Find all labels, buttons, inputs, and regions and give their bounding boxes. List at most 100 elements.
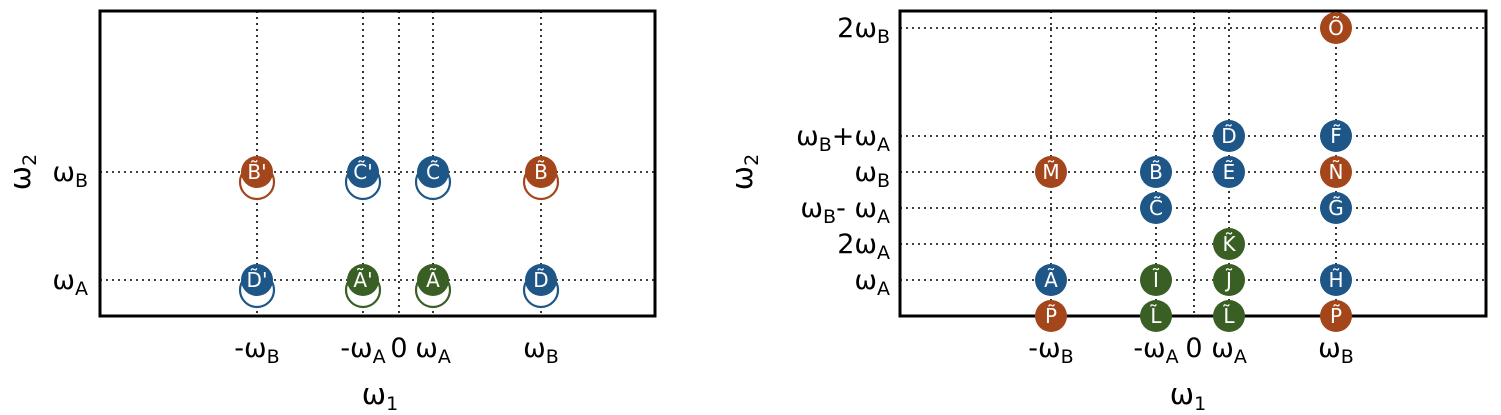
x-axis-label: ω1 <box>362 377 398 415</box>
node-label: C̃ <box>1149 196 1163 220</box>
node-label: D̃ <box>1221 124 1236 148</box>
y-tick-label: ωA <box>854 265 890 300</box>
x-tick-label: ωB <box>523 333 559 368</box>
node-label: L̃ <box>1222 304 1235 328</box>
node-label: M̃ <box>1042 160 1059 184</box>
node-dot <box>241 156 273 188</box>
node-marker: Ñ <box>1320 156 1352 188</box>
node-marker: B̃ <box>1140 156 1172 188</box>
left-panel: -ωB -ωA 0 ωA ωB ωA ωB ω1 ω2 B̃' C̃' C̃ B̃ D̃' Ã' Ã D̃ <box>3 9 657 415</box>
node-label: K̃ <box>1222 232 1236 256</box>
node-label: B̃ <box>534 160 548 184</box>
node-label: Ã <box>426 268 440 292</box>
x-tick-label: 0 <box>390 333 407 364</box>
node-label: Ã' <box>353 268 372 292</box>
node-dot <box>1140 192 1172 224</box>
node-label: F̃ <box>1330 124 1342 148</box>
node-label: Ã <box>1044 268 1058 292</box>
node-marker: L̃ <box>1140 300 1172 332</box>
node-marker: B̃' <box>238 156 276 201</box>
x-tick-label: ωA <box>415 333 451 368</box>
node-dot <box>1213 228 1245 260</box>
node-dot <box>1320 12 1352 44</box>
node-marker: F̃ <box>1320 120 1352 152</box>
node-marker: Ã <box>414 264 452 309</box>
node-dot <box>1320 192 1352 224</box>
node-dot <box>347 264 379 296</box>
node-dot <box>1035 300 1067 332</box>
node-marker: D̃ <box>1213 120 1245 152</box>
node-label: L̃ <box>1149 304 1162 328</box>
y-tick-label: ωA <box>52 265 88 300</box>
node-marker: P̃ <box>1035 300 1067 332</box>
node-label: G̃ <box>1328 196 1344 220</box>
node-dot <box>417 156 449 188</box>
node-marker: D̃' <box>238 264 276 309</box>
node-marker: B̃ <box>522 156 560 201</box>
node-marker: Ã' <box>344 264 382 309</box>
node-label: C̃' <box>353 160 372 184</box>
node-dot <box>1320 120 1352 152</box>
x-tick-label: -ωB <box>1028 333 1073 368</box>
node-label: B̃ <box>1149 160 1163 184</box>
node-label: Ẽ <box>1223 160 1236 184</box>
node-marker: L̃ <box>1213 300 1245 332</box>
node-label: C̃ <box>426 160 440 184</box>
node-dot <box>1213 120 1245 152</box>
node-dot <box>1320 300 1352 332</box>
node-label: B̃' <box>247 160 266 184</box>
node-label: Õ <box>1328 16 1344 40</box>
node-label: H̃ <box>1328 268 1343 292</box>
node-marker: G̃ <box>1320 192 1352 224</box>
node-dot <box>347 156 379 188</box>
node-dot <box>1213 300 1245 332</box>
node-dot <box>1140 156 1172 188</box>
y-axis-label: ω2 <box>3 154 41 190</box>
x-tick-label: -ωA <box>340 333 385 368</box>
node-dot <box>1320 264 1352 296</box>
x-tick-label: -ωA <box>1133 333 1178 368</box>
y-tick-label: ωB- ωA <box>800 193 890 228</box>
plot-frame <box>898 9 1488 318</box>
node-dot <box>241 264 273 296</box>
node-marker: H̃ <box>1320 264 1352 296</box>
node-dot <box>1213 156 1245 188</box>
node-marker: C̃ <box>414 156 452 201</box>
y-tick-label: 2ωB <box>837 13 890 48</box>
x-tick-label: ωB <box>1318 333 1354 368</box>
node-dot <box>1213 264 1245 296</box>
node-marker: C̃ <box>1140 192 1172 224</box>
node-marker: Ã <box>1035 264 1067 296</box>
node-label: Ñ <box>1329 160 1344 184</box>
x-tick-label: 0 <box>1185 333 1202 364</box>
node-label: P̃ <box>1045 304 1057 328</box>
y-tick-label: ωB <box>52 157 88 192</box>
x-tick-label: ωA <box>1211 333 1247 368</box>
node-dot <box>1140 300 1172 332</box>
node-marker: Ẽ <box>1213 156 1245 188</box>
node-dot <box>525 156 557 188</box>
node-dot <box>1140 264 1172 296</box>
node-dot <box>1320 156 1352 188</box>
node-label: P̃ <box>1330 304 1342 328</box>
node-marker: M̃ <box>1035 156 1067 188</box>
node-label: D̃ <box>533 268 548 292</box>
node-label: D̃' <box>247 268 268 292</box>
node-marker: Õ <box>1320 12 1352 44</box>
node-marker: J̃ <box>1213 264 1245 296</box>
node-dot <box>1035 156 1067 188</box>
node-marker: K̃ <box>1213 228 1245 260</box>
y-tick-label: ωB <box>854 157 890 192</box>
x-axis-label: ω1 <box>1170 377 1206 415</box>
y-axis-label: ω2 <box>725 154 763 190</box>
x-tick-label: -ωB <box>234 333 279 368</box>
plot-frame <box>98 9 657 318</box>
y-tick-label: ωB+ωA <box>796 121 890 156</box>
node-marker: P̃ <box>1320 300 1352 332</box>
node-marker: D̃ <box>522 264 560 309</box>
node-dot <box>525 264 557 296</box>
node-marker: Ĩ <box>1140 264 1172 296</box>
node-dot <box>417 264 449 296</box>
node-marker: C̃' <box>344 156 382 201</box>
